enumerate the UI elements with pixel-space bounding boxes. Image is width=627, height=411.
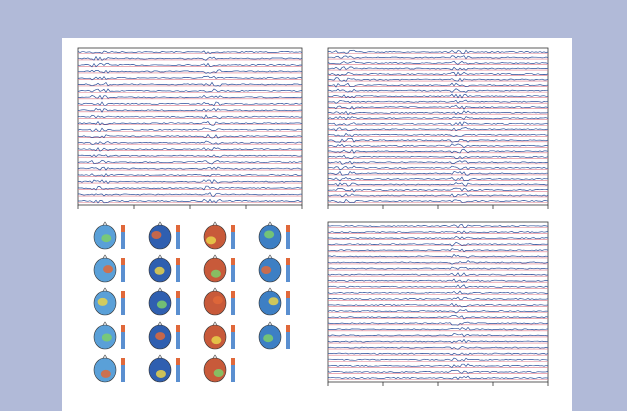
colorbar-top (176, 358, 180, 365)
colorbar-top (231, 358, 235, 365)
colorbar-top (176, 291, 180, 298)
colorbar-top (286, 258, 290, 265)
colorbar-top (121, 258, 125, 265)
hot-spot (263, 334, 273, 342)
colorbar-top (231, 291, 235, 298)
hot-spot (211, 336, 221, 344)
hot-spot (261, 266, 271, 274)
head (204, 225, 226, 249)
hot-spot (101, 370, 111, 378)
colorbar-top (176, 258, 180, 265)
hot-spot (155, 267, 165, 275)
hot-spot (101, 234, 111, 242)
figure (0, 0, 627, 411)
hot-spot (151, 231, 161, 239)
colorbar-top (231, 225, 235, 232)
hot-spot (213, 296, 223, 304)
colorbar-top (121, 325, 125, 332)
colorbar-top (231, 258, 235, 265)
colorbar-top (176, 325, 180, 332)
colorbar-top (121, 291, 125, 298)
colorbar-top (121, 225, 125, 232)
hot-spot (157, 301, 167, 309)
hot-spot (155, 332, 165, 340)
head (149, 358, 171, 382)
colorbar-top (286, 325, 290, 332)
hot-spot (264, 230, 274, 238)
hot-spot (102, 333, 112, 341)
colorbar-top (286, 291, 290, 298)
trace-panel (78, 48, 302, 209)
trace-panel (328, 222, 548, 386)
colorbar-top (121, 358, 125, 365)
trace-frame (328, 48, 548, 205)
colorbar-top (286, 225, 290, 232)
hot-spot (98, 298, 108, 306)
hot-spot (214, 369, 224, 377)
head (204, 358, 226, 382)
hot-spot (268, 297, 278, 305)
colorbar-top (231, 325, 235, 332)
hot-spot (156, 370, 166, 378)
hot-spot (103, 265, 113, 273)
hot-spot (206, 236, 216, 244)
trace-panel (328, 48, 548, 209)
hot-spot (211, 270, 221, 278)
colorbar-top (176, 225, 180, 232)
